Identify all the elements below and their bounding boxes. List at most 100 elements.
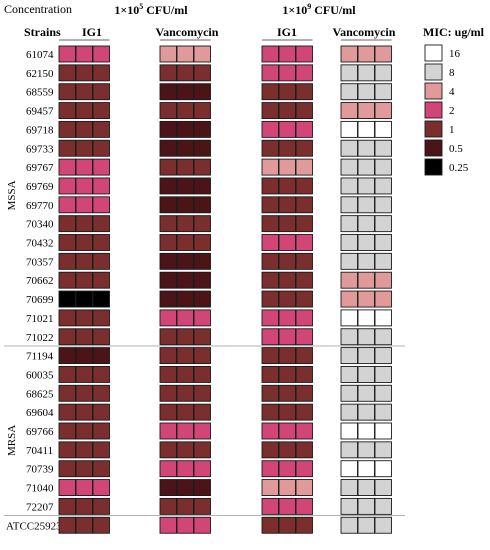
heatmap-cell (374, 45, 392, 63)
heatmap-cell (261, 347, 279, 365)
strain-label: 70411 (26, 445, 53, 457)
heatmap-cell (92, 479, 110, 496)
heatmap-cell (357, 215, 375, 233)
strain-label: 69767 (26, 162, 54, 174)
heatmap-cell (374, 196, 392, 214)
heatmap-cell (75, 252, 93, 270)
heatmap-cell (340, 403, 358, 421)
heatmap-cell (340, 366, 358, 383)
heatmap-cell (295, 366, 313, 383)
heatmap-cell (92, 196, 110, 214)
heatmap-cell (193, 102, 211, 120)
heatmap-cell (340, 479, 358, 496)
heatmap-cell (193, 120, 211, 138)
heatmap-cell (58, 441, 76, 459)
heatmap-cell (295, 120, 313, 138)
heatmap-cell (340, 120, 358, 138)
heatmap-cell (374, 366, 392, 383)
heatmap-cell (193, 64, 211, 82)
strain-label: 71040 (26, 483, 54, 495)
heatmap-cell (176, 139, 194, 157)
heatmap-cell (374, 252, 392, 270)
heatmap-cell (261, 102, 279, 120)
heatmap-cell (261, 479, 279, 496)
heatmap-cell (159, 45, 177, 63)
heatmap-cell (295, 441, 313, 459)
legend-title: MIC: ug/ml (423, 25, 485, 39)
heatmap-cell (58, 460, 76, 478)
concentration-label: Concentration (4, 2, 72, 16)
heatmap-cell (295, 479, 313, 496)
heatmap-cell (92, 252, 110, 270)
heatmap-cell (340, 83, 358, 101)
heatmap-cell (295, 290, 313, 308)
heatmap-cell (261, 516, 279, 534)
heatmap-cell (92, 403, 110, 421)
heatmap-cell (340, 102, 358, 120)
heatmap-cell (159, 271, 177, 289)
heatmap-cell (340, 45, 358, 63)
heatmap-cell (92, 102, 110, 120)
heatmap-cell (261, 215, 279, 233)
heatmap-cell (261, 139, 279, 157)
heatmap-cell (75, 422, 93, 440)
heatmap-cell (278, 366, 296, 383)
heatmap-cell (75, 328, 93, 346)
heatmap-cell (193, 158, 211, 176)
heatmap-cell (261, 234, 279, 251)
heatmap-cell (374, 158, 392, 176)
heatmap-cell (159, 120, 177, 138)
heatmap-cell (92, 83, 110, 101)
heatmap-cell (278, 139, 296, 157)
heatmap-cell (193, 177, 211, 195)
heatmap-cell (58, 479, 76, 496)
heatmap-cell (261, 64, 279, 82)
heatmap-cell (261, 384, 279, 402)
heatmap-cell (75, 366, 93, 383)
heatmap-cell (159, 139, 177, 157)
heatmap-cell (75, 516, 93, 534)
heatmap-cell (92, 366, 110, 383)
heatmap-cell (159, 234, 177, 251)
heatmap-cell (176, 64, 194, 82)
strain-label: 70699 (26, 294, 54, 306)
heatmap-cell (295, 139, 313, 157)
heatmap-cell (75, 196, 93, 214)
heatmap-cell (176, 460, 194, 478)
heatmap-cell (176, 347, 194, 365)
heatmap-cell (159, 422, 177, 440)
heatmap-cell (176, 45, 194, 63)
heatmap-cell (193, 347, 211, 365)
heatmap-cell (295, 328, 313, 346)
heatmap-cell (58, 309, 76, 327)
heatmap-cell (176, 441, 194, 459)
heatmap-cell (193, 328, 211, 346)
heatmap-cell (374, 403, 392, 421)
heatmap-cell (92, 271, 110, 289)
heatmap-cell (261, 252, 279, 270)
heatmap-cell (295, 215, 313, 233)
heatmap-cell (278, 215, 296, 233)
heatmap-cell (374, 328, 392, 346)
group-label: MRSA (6, 425, 18, 456)
heatmap-cell (374, 290, 392, 308)
heatmap-cell (193, 384, 211, 402)
heatmap-cell (92, 64, 110, 82)
heatmap-cell (295, 45, 313, 63)
heatmap-cell (58, 83, 76, 101)
heatmap-cell (340, 234, 358, 251)
heatmap-cell (58, 234, 76, 251)
group-labels: MSSA MRSA ATCC25923 (6, 180, 62, 532)
heatmap-cell (75, 384, 93, 402)
heatmap-cell (357, 347, 375, 365)
heatmap-cell (261, 290, 279, 308)
heatmap-cell (261, 83, 279, 101)
heatmap-cell (340, 158, 358, 176)
heatmap-cell (75, 177, 93, 195)
group-separators (4, 345, 405, 517)
heatmap-cell (340, 460, 358, 478)
heatmap-cell (58, 422, 76, 440)
heatmap-cell (340, 177, 358, 195)
heatmap-cell (278, 290, 296, 308)
heatmap-cell (58, 196, 76, 214)
